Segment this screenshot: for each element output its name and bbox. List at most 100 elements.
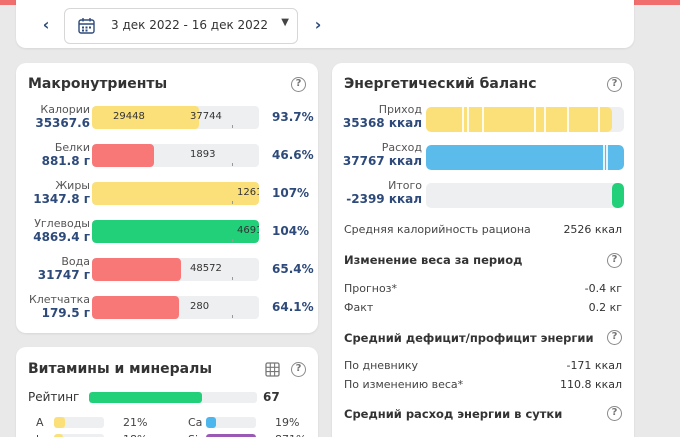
energy-label: Расход 37767 ккал [343, 141, 422, 168]
help-icon[interactable]: ? [607, 406, 622, 421]
energy-row: Расход 37767 ккал [343, 141, 624, 175]
avg-calorie-label: Средняя калорийность рациона [344, 223, 531, 236]
macro-percent: 93.7% [272, 110, 314, 124]
forecast-row: Прогноз* -0.4 кг [344, 282, 622, 295]
vitamin-name: Ca [188, 416, 203, 429]
next-period-button[interactable]: › [314, 15, 322, 34]
macro-value: 179.5 г [41, 306, 90, 320]
help-icon[interactable]: ? [607, 253, 622, 268]
avg-calorie-value: 2526 ккал [563, 223, 622, 236]
vitamin-bar-fill [54, 417, 65, 428]
macro-bar-fill [92, 106, 199, 129]
macro-bar: 29448 37744 [92, 106, 259, 129]
help-icon[interactable]: ? [291, 362, 306, 377]
macro-percent: 65.4% [272, 262, 314, 276]
energy-value: 37767 ккал [342, 154, 422, 168]
day-divider [482, 107, 484, 132]
day-divider [603, 145, 605, 170]
day-divider [467, 107, 469, 132]
prev-period-button[interactable]: ‹ [42, 15, 50, 34]
vitamin-name: A [36, 416, 44, 429]
energy-value: 35368 ккал [342, 116, 422, 130]
macro-name: Калории [40, 103, 90, 116]
macro-label: Углеводы 4869.4 г [33, 217, 90, 244]
vitamin-bar [206, 434, 256, 437]
vitamin-percent: 871% [275, 433, 306, 437]
rating-label: Рейтинг [28, 390, 80, 404]
vitamin-percent: 18% [123, 433, 147, 437]
macro-label: Жиры 1347.8 г [33, 179, 90, 206]
diary-value: -171 ккал [566, 359, 622, 372]
date-range-card: ‹ 3 дек 2022 - 16 дек 2022 ▼ › [16, 0, 634, 48]
macro-bar: 1893 [92, 144, 259, 167]
vitamin-bar [54, 434, 104, 437]
vitamin-bar-fill [206, 417, 216, 428]
energy-balance-card: Энергетический баланс ? Приход 35368 ккал… [332, 63, 634, 437]
macro-bar-fill [92, 220, 259, 243]
vitamin-percent: 19% [275, 416, 300, 429]
vitamins-card: Витамины и минералы ? Рейтинг 67 A 21% Ca 1… [16, 347, 318, 437]
chevron-down-icon: ▼ [281, 17, 289, 28]
energy-bar [426, 107, 624, 132]
vitamin-bar-fill [54, 434, 63, 437]
macro-label: Вода 31747 г [38, 255, 90, 282]
energy-row: Итого -2399 ккал [344, 179, 624, 213]
energy-name: Итого [388, 179, 422, 192]
weight-based-label: По изменению веса* [344, 378, 464, 391]
day-divider [534, 107, 536, 132]
help-icon[interactable]: ? [607, 330, 622, 345]
energy-name: Расход [381, 141, 422, 154]
help-icon[interactable]: ? [291, 77, 306, 92]
diary-row: По дневнику -171 ккал [344, 359, 622, 372]
rating-bar [89, 392, 257, 403]
macro-bar-fill [92, 296, 179, 319]
forecast-value: -0.4 кг [584, 282, 622, 295]
vitamin-bar [54, 417, 104, 428]
energy-bar [426, 183, 624, 208]
day-divider [598, 107, 600, 132]
macronutrients-title: Макронутриенты [28, 76, 168, 92]
macro-bar-target: 48572 [190, 263, 222, 274]
energy-row: Приход 35368 ккал [342, 103, 624, 137]
weight-based-row: По изменению веса* 110.8 ккал [344, 378, 622, 391]
macro-value: 31747 г [37, 268, 90, 282]
macro-row: Вода 31747 г 48572 65.4% [28, 255, 314, 289]
target-tick [232, 163, 233, 166]
energy-name: Приход [378, 103, 422, 116]
day-divider [567, 107, 569, 132]
macro-bar: 280 [92, 296, 259, 319]
macro-percent: 46.6% [272, 148, 314, 162]
date-range-select[interactable]: 3 дек 2022 - 16 дек 2022 ▼ [64, 8, 298, 44]
calendar-icon [78, 18, 95, 34]
macro-label: Клетчатка 179.5 г [29, 293, 90, 320]
macro-percent: 104% [272, 224, 310, 238]
macro-value: 4869.4 г [33, 230, 90, 244]
target-tick [232, 315, 233, 318]
macro-value: 1347.8 г [33, 192, 90, 206]
target-tick [232, 201, 233, 204]
macro-bar: 48572 [92, 258, 259, 281]
energy-bar-fill [426, 107, 612, 132]
macro-value: 881.8 г [41, 154, 90, 168]
energy-bar-fill [426, 145, 624, 170]
avg-calorie-row: Средняя калорийность рациона 2526 ккал [344, 223, 622, 236]
day-divider [606, 145, 608, 170]
macro-bar-target: 1893 [190, 149, 216, 160]
help-icon[interactable]: ? [607, 77, 622, 92]
vitamin-name: Si [188, 433, 198, 437]
macro-name: Клетчатка [28, 293, 90, 306]
target-tick [232, 125, 233, 128]
day-divider [462, 107, 464, 132]
rating-value: 67 [263, 390, 280, 404]
macro-name: Белки [54, 141, 90, 154]
macro-name: Жиры [55, 179, 90, 192]
macro-bar-actual: 29448 [113, 111, 145, 122]
table-icon[interactable] [265, 362, 280, 377]
energy-value: -2399 ккал [346, 192, 422, 206]
